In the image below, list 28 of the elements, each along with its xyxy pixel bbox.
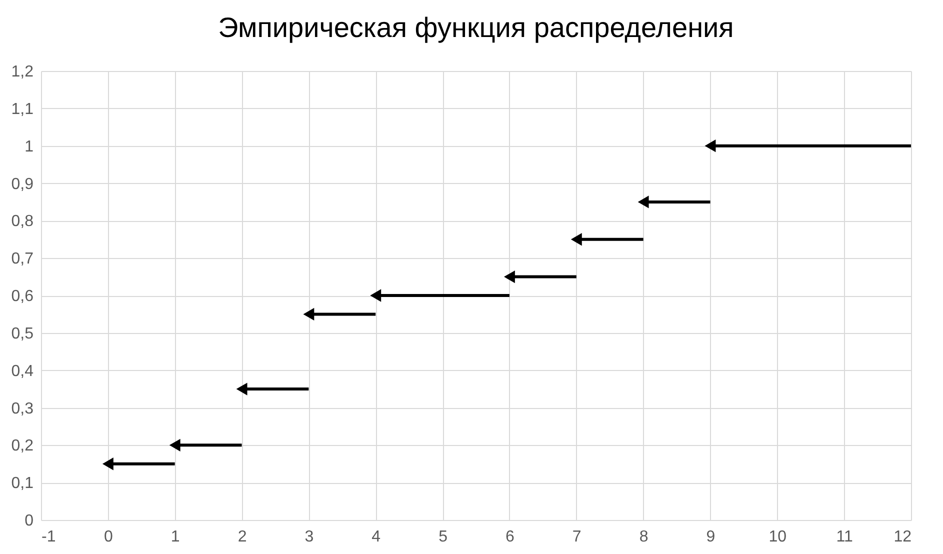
x-tick-label: 1 (170, 528, 180, 546)
y-tick-label: 0,5 (11, 325, 34, 342)
x-tick-label: -1 (42, 528, 56, 546)
x-tick-label: 5 (438, 528, 448, 546)
y-tick-label: 0,2 (11, 438, 34, 455)
y-tick-label: 0,9 (11, 176, 34, 193)
y-tick-label: 1,1 (11, 100, 34, 118)
chart-title: Эмпирическая функция распределения (218, 12, 734, 43)
y-tick-label: 0,4 (11, 362, 34, 380)
x-tick-label: 6 (506, 528, 515, 546)
x-tick-label: 0 (104, 528, 113, 546)
x-tick-label: 4 (372, 528, 381, 546)
x-tick-label: 2 (238, 528, 247, 546)
y-tick-label: 0,3 (11, 400, 34, 418)
y-tick-label: 0,8 (11, 213, 34, 230)
x-tick-label: 12 (894, 528, 912, 546)
x-tick-label: 8 (639, 528, 648, 546)
x-tick-label: 10 (768, 528, 787, 546)
x-tick-label: 3 (304, 528, 314, 546)
x-tick-label: 7 (572, 528, 582, 546)
y-tick-label: 0,6 (11, 288, 34, 305)
y-tick-label: 0,1 (11, 475, 34, 492)
y-tick-label: 0 (24, 512, 34, 530)
y-tick-label: 0,7 (11, 250, 34, 268)
x-tick-label: 11 (836, 528, 853, 546)
y-tick-label: 1 (24, 138, 34, 156)
y-tick-label: 1,2 (11, 64, 34, 80)
x-tick-label: 9 (706, 528, 716, 546)
